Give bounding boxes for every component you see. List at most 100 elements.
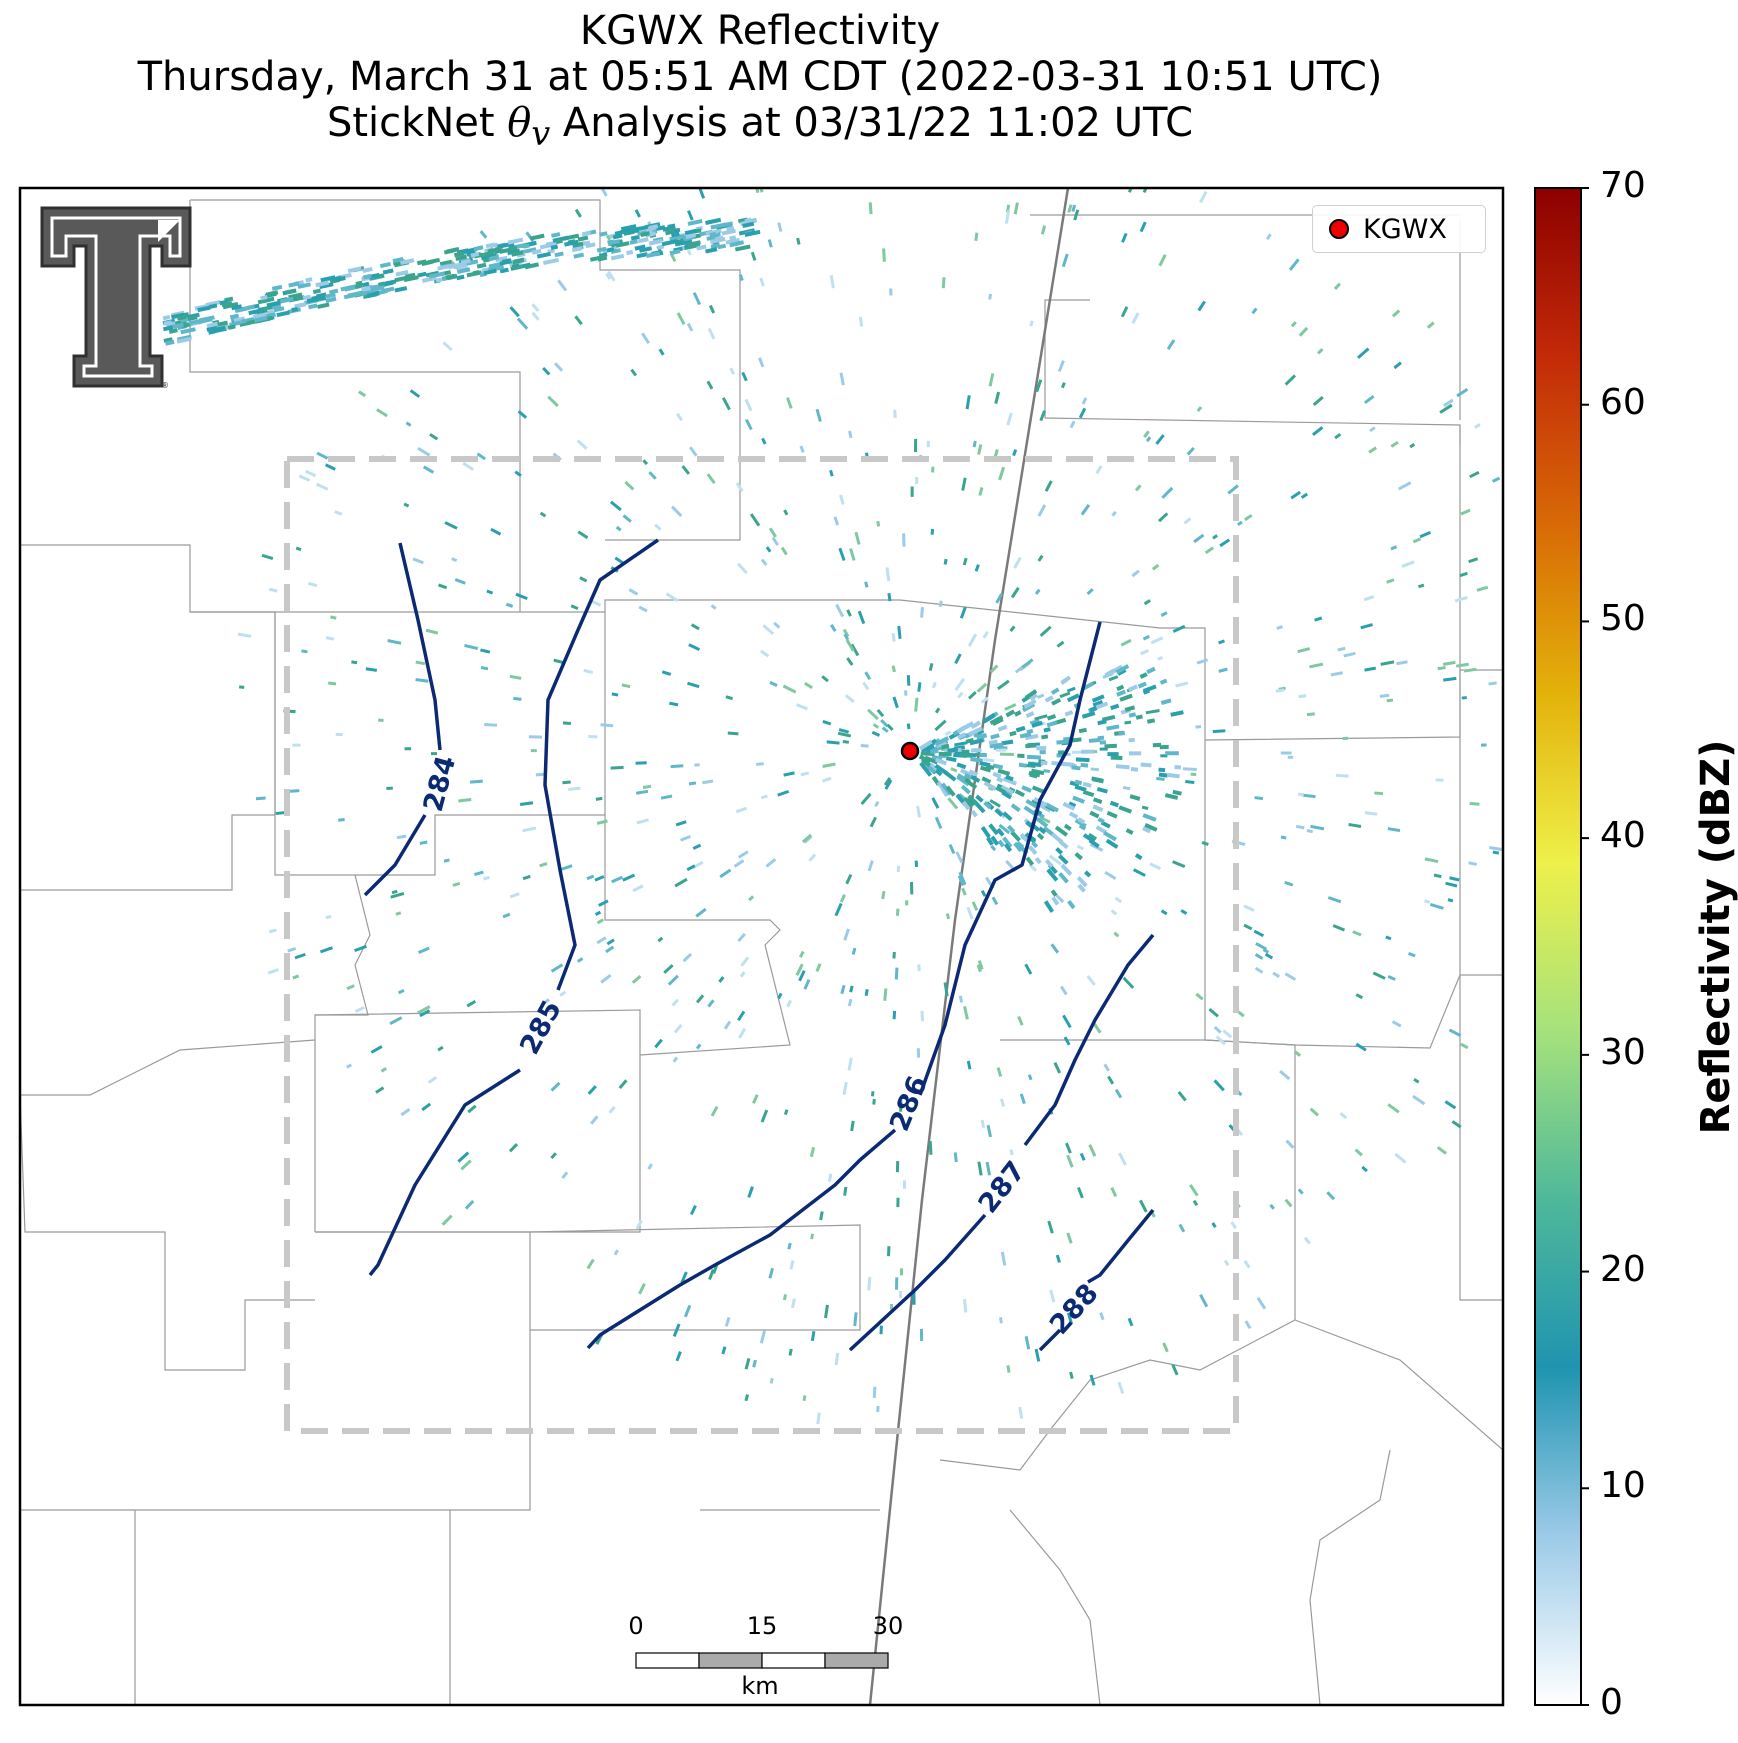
echo-pixel: [690, 623, 700, 631]
echo-pixel: [1451, 1120, 1462, 1129]
echo-pixel: [622, 873, 636, 882]
echo-pixel: [618, 1079, 628, 1090]
echo-pixel: [1342, 736, 1348, 740]
echo-pixel: [860, 743, 869, 748]
echo-pixel: [1110, 703, 1120, 711]
echo-pixel: [1000, 784, 1014, 795]
echo-pixel: [419, 1009, 431, 1018]
echo-pixel: [976, 803, 986, 814]
echo-pixel: [1348, 822, 1362, 828]
echo-pixel: [596, 246, 607, 253]
echo-pixel: [760, 649, 770, 658]
echo-pixel: [913, 438, 918, 453]
echo-pixel: [1058, 872, 1069, 884]
echo-pixel: [848, 430, 853, 439]
echo-pixel: [412, 557, 424, 565]
echo-pixel: [1151, 563, 1160, 571]
echo-pixel: [577, 235, 589, 242]
echo-pixel: [1034, 857, 1042, 865]
echo-pixel: [759, 277, 765, 287]
echo-pixel: [363, 273, 372, 280]
echo-pixel: [1195, 992, 1204, 1001]
echo-pixel: [738, 1027, 747, 1039]
echo-pixel: [1172, 789, 1182, 796]
echo-pixel: [298, 474, 311, 482]
echo-pixel: [717, 243, 727, 250]
echo-pixel: [1025, 743, 1037, 749]
echo-pixel: [1013, 841, 1023, 853]
echo-pixel: [876, 708, 885, 718]
echo-pixel: [476, 452, 486, 461]
echo-pixel: [1072, 795, 1085, 804]
echo-pixel: [1097, 719, 1107, 726]
echo-pixel: [895, 908, 900, 916]
echo-pixel: [396, 834, 407, 840]
echo-pixel: [347, 290, 363, 298]
echo-pixel: [692, 843, 702, 850]
echo-pixel: [416, 259, 427, 266]
echo-pixel: [782, 1294, 788, 1301]
echo-pixel: [729, 235, 737, 241]
echo-pixel: [744, 217, 752, 223]
echo-pixel: [501, 258, 512, 264]
echo-pixel: [1060, 382, 1066, 389]
echo-pixel: [721, 1346, 727, 1355]
colorbar-ticks: [1581, 187, 1589, 1706]
echo-pixel: [320, 275, 336, 283]
echo-pixel: [464, 643, 479, 651]
echo-pixel: [1088, 737, 1101, 743]
echo-pixel: [435, 277, 443, 283]
echo-pixel: [361, 286, 371, 292]
echo-pixel: [976, 964, 982, 973]
echo-pixel: [371, 285, 385, 292]
echo-pixel: [736, 562, 748, 575]
echo-pixel: [970, 757, 983, 763]
echo-pixel: [1332, 924, 1346, 932]
echo-pixel: [803, 979, 811, 990]
echo-pixel: [1024, 1336, 1031, 1350]
echo-pixel: [1284, 972, 1297, 981]
echo-pixel: [550, 232, 561, 238]
analysis-domain-box: [284, 456, 1239, 1434]
echo-pixel: [1254, 953, 1264, 960]
echo-pixel: [335, 732, 343, 737]
echo-pixel: [1339, 1112, 1348, 1120]
echo-pixel: [305, 277, 313, 283]
echo-pixel: [1374, 791, 1384, 796]
echo-pixel: [920, 1010, 925, 1022]
echo-pixel: [995, 748, 1007, 752]
echo-pixel: [1005, 774, 1014, 782]
echo-pixel: [598, 899, 609, 907]
echo-pixel: [448, 262, 464, 270]
colorbar-tick-label: 10: [1600, 1465, 1646, 1507]
echo-pixel: [1079, 1152, 1086, 1161]
echo-pixel: [1360, 623, 1373, 630]
echo-pixel: [629, 239, 638, 245]
echo-pixel: [380, 1067, 387, 1073]
echo-pixel: [543, 998, 550, 1005]
echo-pixel: [706, 473, 716, 484]
echo-pixel: [1447, 898, 1454, 903]
echo-pixel: [237, 632, 252, 638]
colorbar-tick-label: 60: [1600, 381, 1646, 423]
echo-pixel: [507, 237, 524, 245]
echo-pixel: [1046, 713, 1057, 721]
echo-pixel: [165, 339, 175, 346]
echo-pixel: [1317, 348, 1324, 355]
echo-pixel: [672, 1056, 679, 1063]
echo-pixel: [529, 233, 545, 241]
echo-pixel: [887, 592, 892, 602]
echo-pixel: [1412, 537, 1422, 544]
echo-pixel: [628, 588, 639, 596]
echo-pixel: [822, 720, 832, 726]
echo-pixel: [1061, 675, 1071, 684]
echo-pixel: [579, 576, 588, 583]
echo-pixel: [231, 304, 243, 311]
echo-pixel: [1081, 749, 1095, 754]
echo-pixel: [997, 768, 1011, 776]
echo-pixel: [1161, 486, 1174, 499]
echo-pixel: [1015, 725, 1026, 733]
echo-pixel: [488, 255, 500, 262]
echo-pixel: [802, 1395, 807, 1401]
echo-pixel: [718, 976, 725, 983]
